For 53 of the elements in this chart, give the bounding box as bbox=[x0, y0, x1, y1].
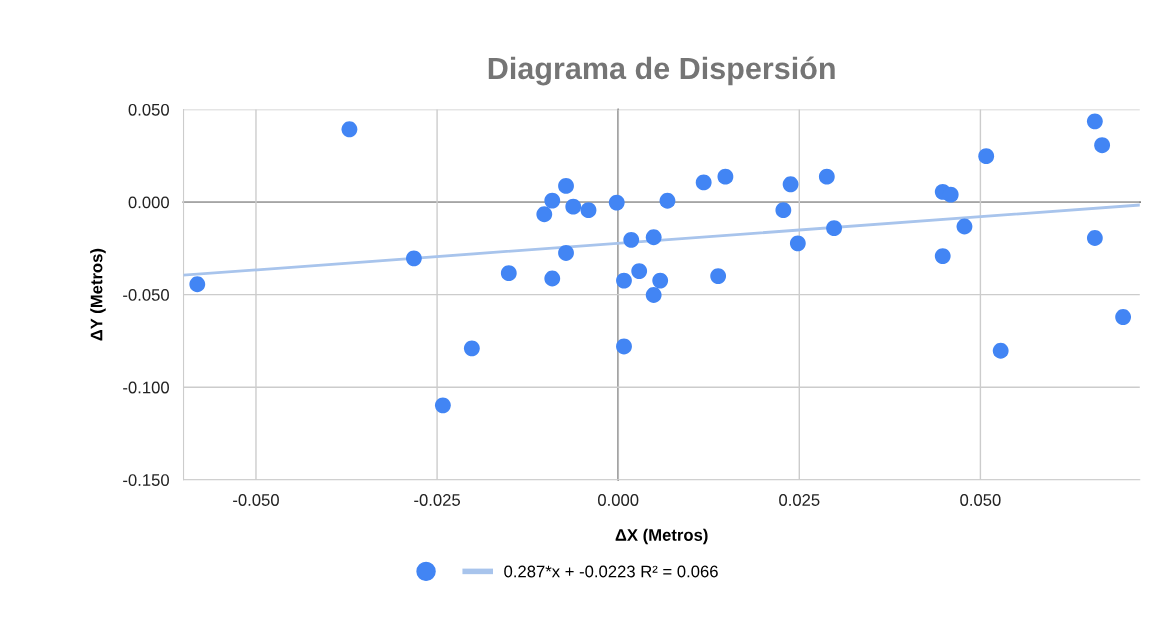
point bbox=[189, 276, 206, 293]
x-tick-label: -0.025 bbox=[414, 494, 461, 506]
legend-label: 0.287*x + -0.0223 R² = 0.066 bbox=[504, 565, 718, 578]
point bbox=[934, 248, 951, 265]
point bbox=[652, 272, 669, 289]
point bbox=[717, 168, 734, 185]
x-tick-label: 0.050 bbox=[960, 494, 1001, 506]
point bbox=[818, 168, 835, 185]
point bbox=[942, 186, 959, 203]
point bbox=[463, 340, 480, 357]
x-tick-label: 0.000 bbox=[597, 494, 639, 506]
point bbox=[659, 192, 676, 209]
point bbox=[536, 206, 553, 223]
point bbox=[695, 174, 712, 191]
point bbox=[616, 272, 632, 289]
point bbox=[645, 229, 662, 246]
point bbox=[405, 250, 422, 267]
point bbox=[992, 342, 1009, 359]
point bbox=[500, 265, 517, 282]
point bbox=[631, 263, 648, 280]
point bbox=[789, 235, 806, 252]
point bbox=[782, 176, 799, 193]
y-tick-label: 0.050 bbox=[128, 103, 169, 116]
point bbox=[608, 194, 625, 211]
x-tick-label: -0.050 bbox=[233, 494, 279, 506]
point bbox=[978, 148, 995, 165]
point bbox=[616, 338, 632, 355]
point bbox=[1094, 137, 1111, 154]
point bbox=[623, 231, 640, 248]
point bbox=[645, 287, 662, 303]
point bbox=[341, 121, 358, 138]
y-tick-label: -0.050 bbox=[123, 289, 169, 301]
point bbox=[956, 218, 973, 235]
point bbox=[710, 268, 727, 285]
y-tick-label: 0.000 bbox=[128, 196, 169, 209]
point bbox=[544, 270, 561, 287]
point bbox=[558, 178, 574, 194]
point bbox=[565, 198, 582, 215]
point bbox=[558, 245, 574, 261]
x-tick-label: 0.025 bbox=[779, 494, 820, 506]
y-axis-title: ΔY (Metros) bbox=[90, 248, 106, 341]
y-tick-label: -0.100 bbox=[123, 381, 169, 394]
point bbox=[580, 202, 597, 219]
point bbox=[1086, 230, 1103, 246]
point bbox=[1115, 309, 1132, 325]
point bbox=[775, 202, 792, 219]
chart-title: Diagrama de Dispersión bbox=[488, 56, 835, 86]
x-axis-title: ΔX (Metros) bbox=[615, 528, 708, 545]
point bbox=[1086, 113, 1103, 130]
point bbox=[544, 192, 561, 209]
y-tick-label: -0.150 bbox=[123, 474, 169, 486]
point bbox=[826, 220, 842, 237]
point bbox=[434, 397, 451, 414]
